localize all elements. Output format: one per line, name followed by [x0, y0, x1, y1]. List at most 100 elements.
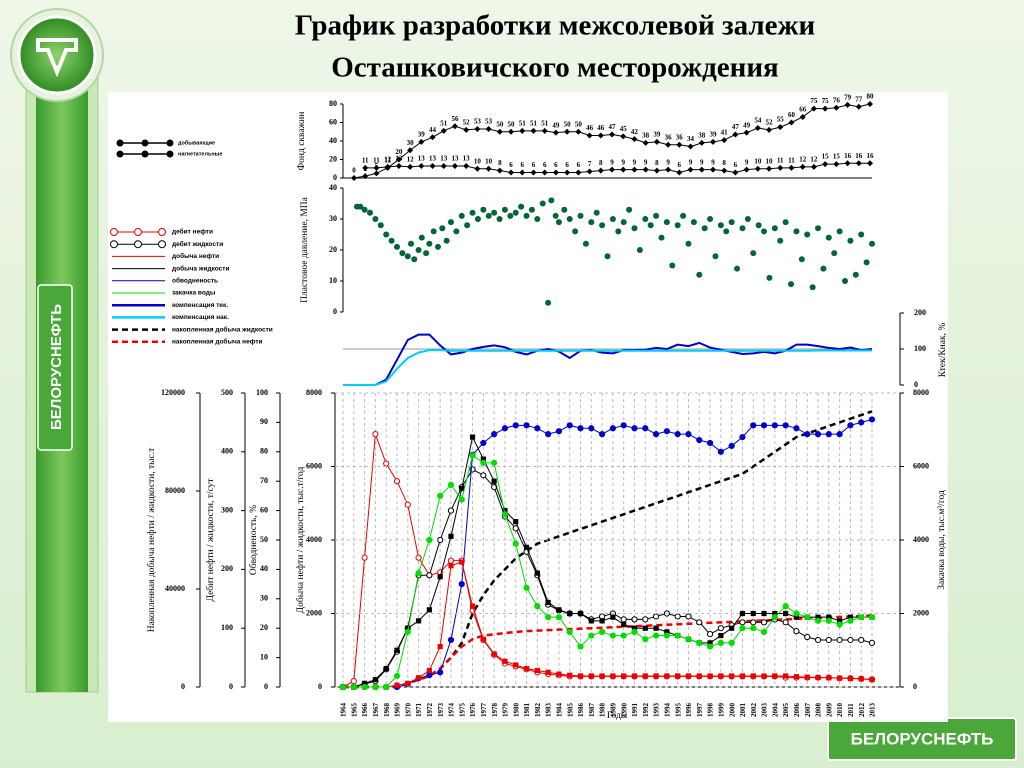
data-label: 6 — [521, 161, 525, 169]
point — [561, 206, 568, 213]
data-label: 16 — [867, 152, 875, 160]
marker — [620, 133, 627, 140]
data-label: 38 — [642, 131, 650, 139]
data-label: 52 — [463, 119, 471, 127]
marker — [728, 442, 735, 450]
marker — [480, 636, 486, 642]
marker — [777, 124, 784, 131]
marker — [508, 169, 515, 176]
marker — [822, 105, 829, 112]
point — [755, 222, 762, 229]
marker — [501, 425, 509, 432]
marker — [847, 675, 854, 682]
marker — [373, 170, 380, 177]
marker — [588, 618, 594, 624]
marker — [361, 554, 368, 561]
x-tick-label: 1981 — [523, 703, 531, 718]
y-tick-label: 40000 — [165, 584, 185, 593]
legend-marker — [141, 139, 149, 147]
data-label: 6 — [577, 161, 581, 169]
marker — [361, 683, 368, 691]
x-tick-label: 2010 — [836, 703, 844, 718]
marker — [599, 431, 606, 438]
marker — [545, 599, 551, 606]
x-tick-label: 2005 — [782, 703, 790, 718]
series-line — [365, 162, 870, 173]
x-tick-label: 1969 — [394, 703, 402, 718]
marker — [415, 554, 422, 561]
marker — [631, 166, 638, 173]
data-label: 12 — [810, 156, 818, 164]
marker — [556, 607, 562, 613]
marker — [868, 416, 876, 423]
point — [491, 209, 498, 216]
data-label: 9 — [610, 158, 614, 166]
y-tick-label: 0 — [913, 682, 917, 691]
marker — [685, 636, 692, 643]
marker — [772, 673, 778, 679]
marker — [395, 156, 402, 163]
y-tick-label: 8000 — [913, 388, 929, 397]
marker — [610, 673, 616, 679]
marker — [631, 625, 638, 631]
marker — [822, 161, 829, 168]
point — [658, 234, 665, 241]
marker — [577, 610, 584, 617]
marker — [754, 165, 761, 172]
point — [588, 219, 595, 226]
y-tick-label: 100 — [914, 344, 926, 353]
x-tick-label: 1983 — [545, 703, 553, 718]
marker — [362, 173, 369, 180]
marker — [393, 672, 401, 680]
marker — [426, 607, 432, 613]
x-tick-label: 1994 — [663, 703, 671, 718]
legend-marker — [166, 139, 174, 147]
marker — [663, 428, 670, 435]
marker — [523, 666, 530, 672]
point — [766, 274, 773, 281]
point — [539, 200, 546, 207]
point — [761, 228, 768, 235]
marker — [750, 673, 756, 679]
data-label: 30 — [407, 139, 415, 147]
legend-label: дебит жидкости — [172, 240, 223, 248]
marker — [855, 160, 862, 167]
axis-label: Накопленная добыча нефти / жидкости, тыс… — [146, 447, 157, 632]
data-label: 12 — [799, 156, 807, 164]
data-label: 16 — [844, 152, 852, 160]
marker — [739, 625, 746, 632]
data-label: 8 — [722, 159, 726, 167]
marker — [665, 141, 672, 148]
data-label: 39 — [653, 131, 661, 139]
point — [750, 250, 757, 257]
marker — [501, 511, 509, 518]
marker — [706, 439, 714, 447]
data-label: 12 — [384, 156, 392, 164]
point — [852, 271, 859, 278]
data-label: 41 — [721, 129, 729, 137]
point — [620, 219, 627, 226]
x-tick-label: 1965 — [350, 703, 358, 718]
marker — [491, 651, 497, 657]
x-tick-label: 2002 — [750, 703, 758, 718]
y-tick-label: 0 — [333, 307, 337, 316]
y-tick-label: 6000 — [913, 461, 929, 470]
x-tick-label: 1987 — [588, 703, 596, 718]
marker — [440, 162, 447, 169]
marker — [721, 167, 728, 174]
legend-marker — [158, 228, 166, 236]
y-tick-label: 0 — [229, 682, 233, 691]
marker — [754, 125, 761, 132]
marker — [530, 169, 537, 176]
brand-text: БЕЛОРУСНЕФТЬ — [851, 729, 994, 748]
marker — [530, 127, 537, 134]
marker — [698, 139, 705, 146]
legend-marker — [134, 228, 142, 236]
marker — [696, 619, 703, 626]
point — [548, 197, 555, 204]
point — [685, 240, 692, 247]
marker — [739, 619, 746, 626]
point — [447, 219, 454, 226]
point — [577, 212, 584, 219]
marker — [732, 131, 739, 138]
